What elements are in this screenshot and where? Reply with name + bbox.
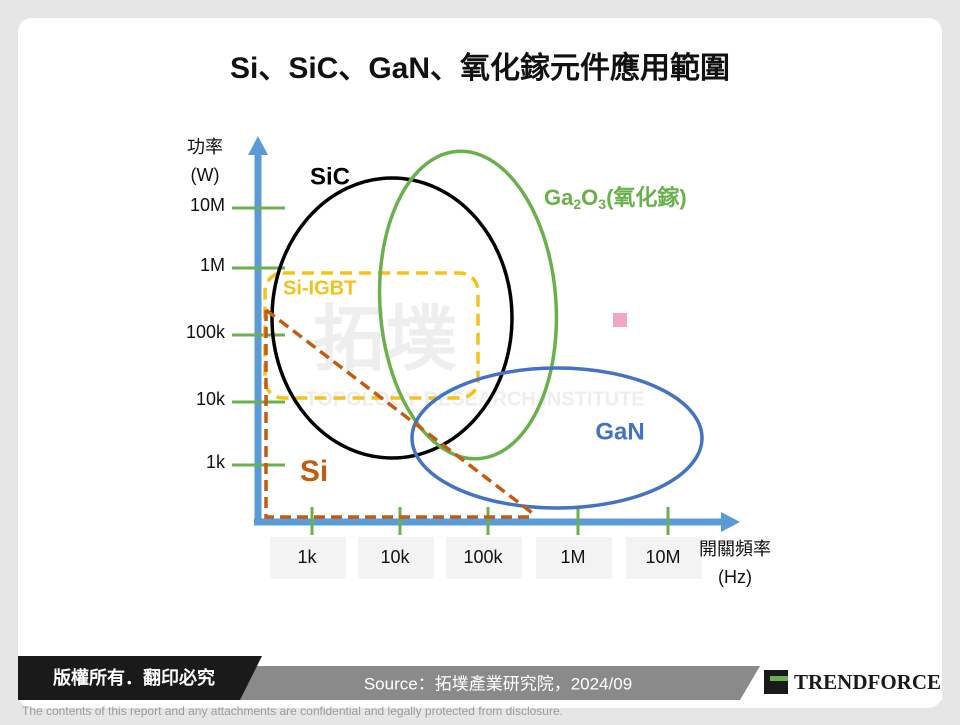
y-tick-label: 1M <box>200 255 225 275</box>
x-axis-label: 開關頻率 <box>699 539 771 559</box>
ga2o3-label-part: 3 <box>598 196 606 212</box>
footer: 版權所有．翻印必究 Source：拓墣產業研究院，2024/09 TRENDFO… <box>18 656 942 700</box>
brand-icon <box>764 670 788 694</box>
x-tick-box <box>536 537 612 579</box>
y-axis-unit: (W) <box>191 165 220 185</box>
x-arrow <box>721 512 740 532</box>
x-tick-label: 1k <box>297 547 317 567</box>
y-tick-label: 10M <box>190 195 225 215</box>
title: Si、SiC、GaN、氧化鎵元件應用範圍 <box>230 51 730 85</box>
disclaimer: The contents of this report and any atta… <box>22 704 563 718</box>
gan-region <box>410 366 704 510</box>
y-tick-label: 10k <box>196 389 226 409</box>
ticks: 10M 1M 100k 10k 1k 1k 10k 100k 1M 10M <box>186 195 681 567</box>
sic-region <box>270 176 514 460</box>
marker <box>613 313 627 327</box>
x-tick-label: 10M <box>645 547 680 567</box>
ga2o3-label-part: O <box>581 185 598 210</box>
si-label: Si <box>300 455 328 488</box>
x-tick-boxes <box>270 537 702 579</box>
source-bar <box>220 666 760 700</box>
y-tick-label: 100k <box>186 322 226 342</box>
ga2o3-region <box>377 149 559 461</box>
x-tick-box <box>270 537 346 579</box>
rights-bar <box>18 656 262 700</box>
x-tick-box <box>446 537 522 579</box>
x-tick-label: 1M <box>560 547 585 567</box>
card <box>18 18 942 708</box>
gan-label: GaN <box>595 418 644 445</box>
brand: TRENDFORCE <box>794 670 941 694</box>
source: Source：拓墣產業研究院，2024/09 <box>364 674 632 693</box>
x-tick-label: 10k <box>380 547 410 567</box>
y-axis-label: 功率 <box>187 137 223 157</box>
x-tick-box <box>358 537 434 579</box>
y-arrow <box>248 136 268 155</box>
x-tick-label: 100k <box>463 547 503 567</box>
ga2o3-label-part: Ga <box>544 185 574 210</box>
ga2o3-label: Ga2O3(氧化鎵) <box>544 185 687 212</box>
x-tick-box <box>626 537 702 579</box>
rights: 版權所有．翻印必究 <box>53 667 215 688</box>
y-tick-label: 1k <box>206 452 226 472</box>
x-axis-unit: (Hz) <box>718 567 752 587</box>
si-igbt-label: Si-IGBT <box>283 277 356 299</box>
brand-icon-stripe <box>770 676 788 681</box>
ga2o3-label-part: 2 <box>573 196 581 212</box>
sic-label: SiC <box>310 163 350 190</box>
ga2o3-label-part: (氧化鎵) <box>606 185 687 210</box>
si-region <box>264 308 537 519</box>
